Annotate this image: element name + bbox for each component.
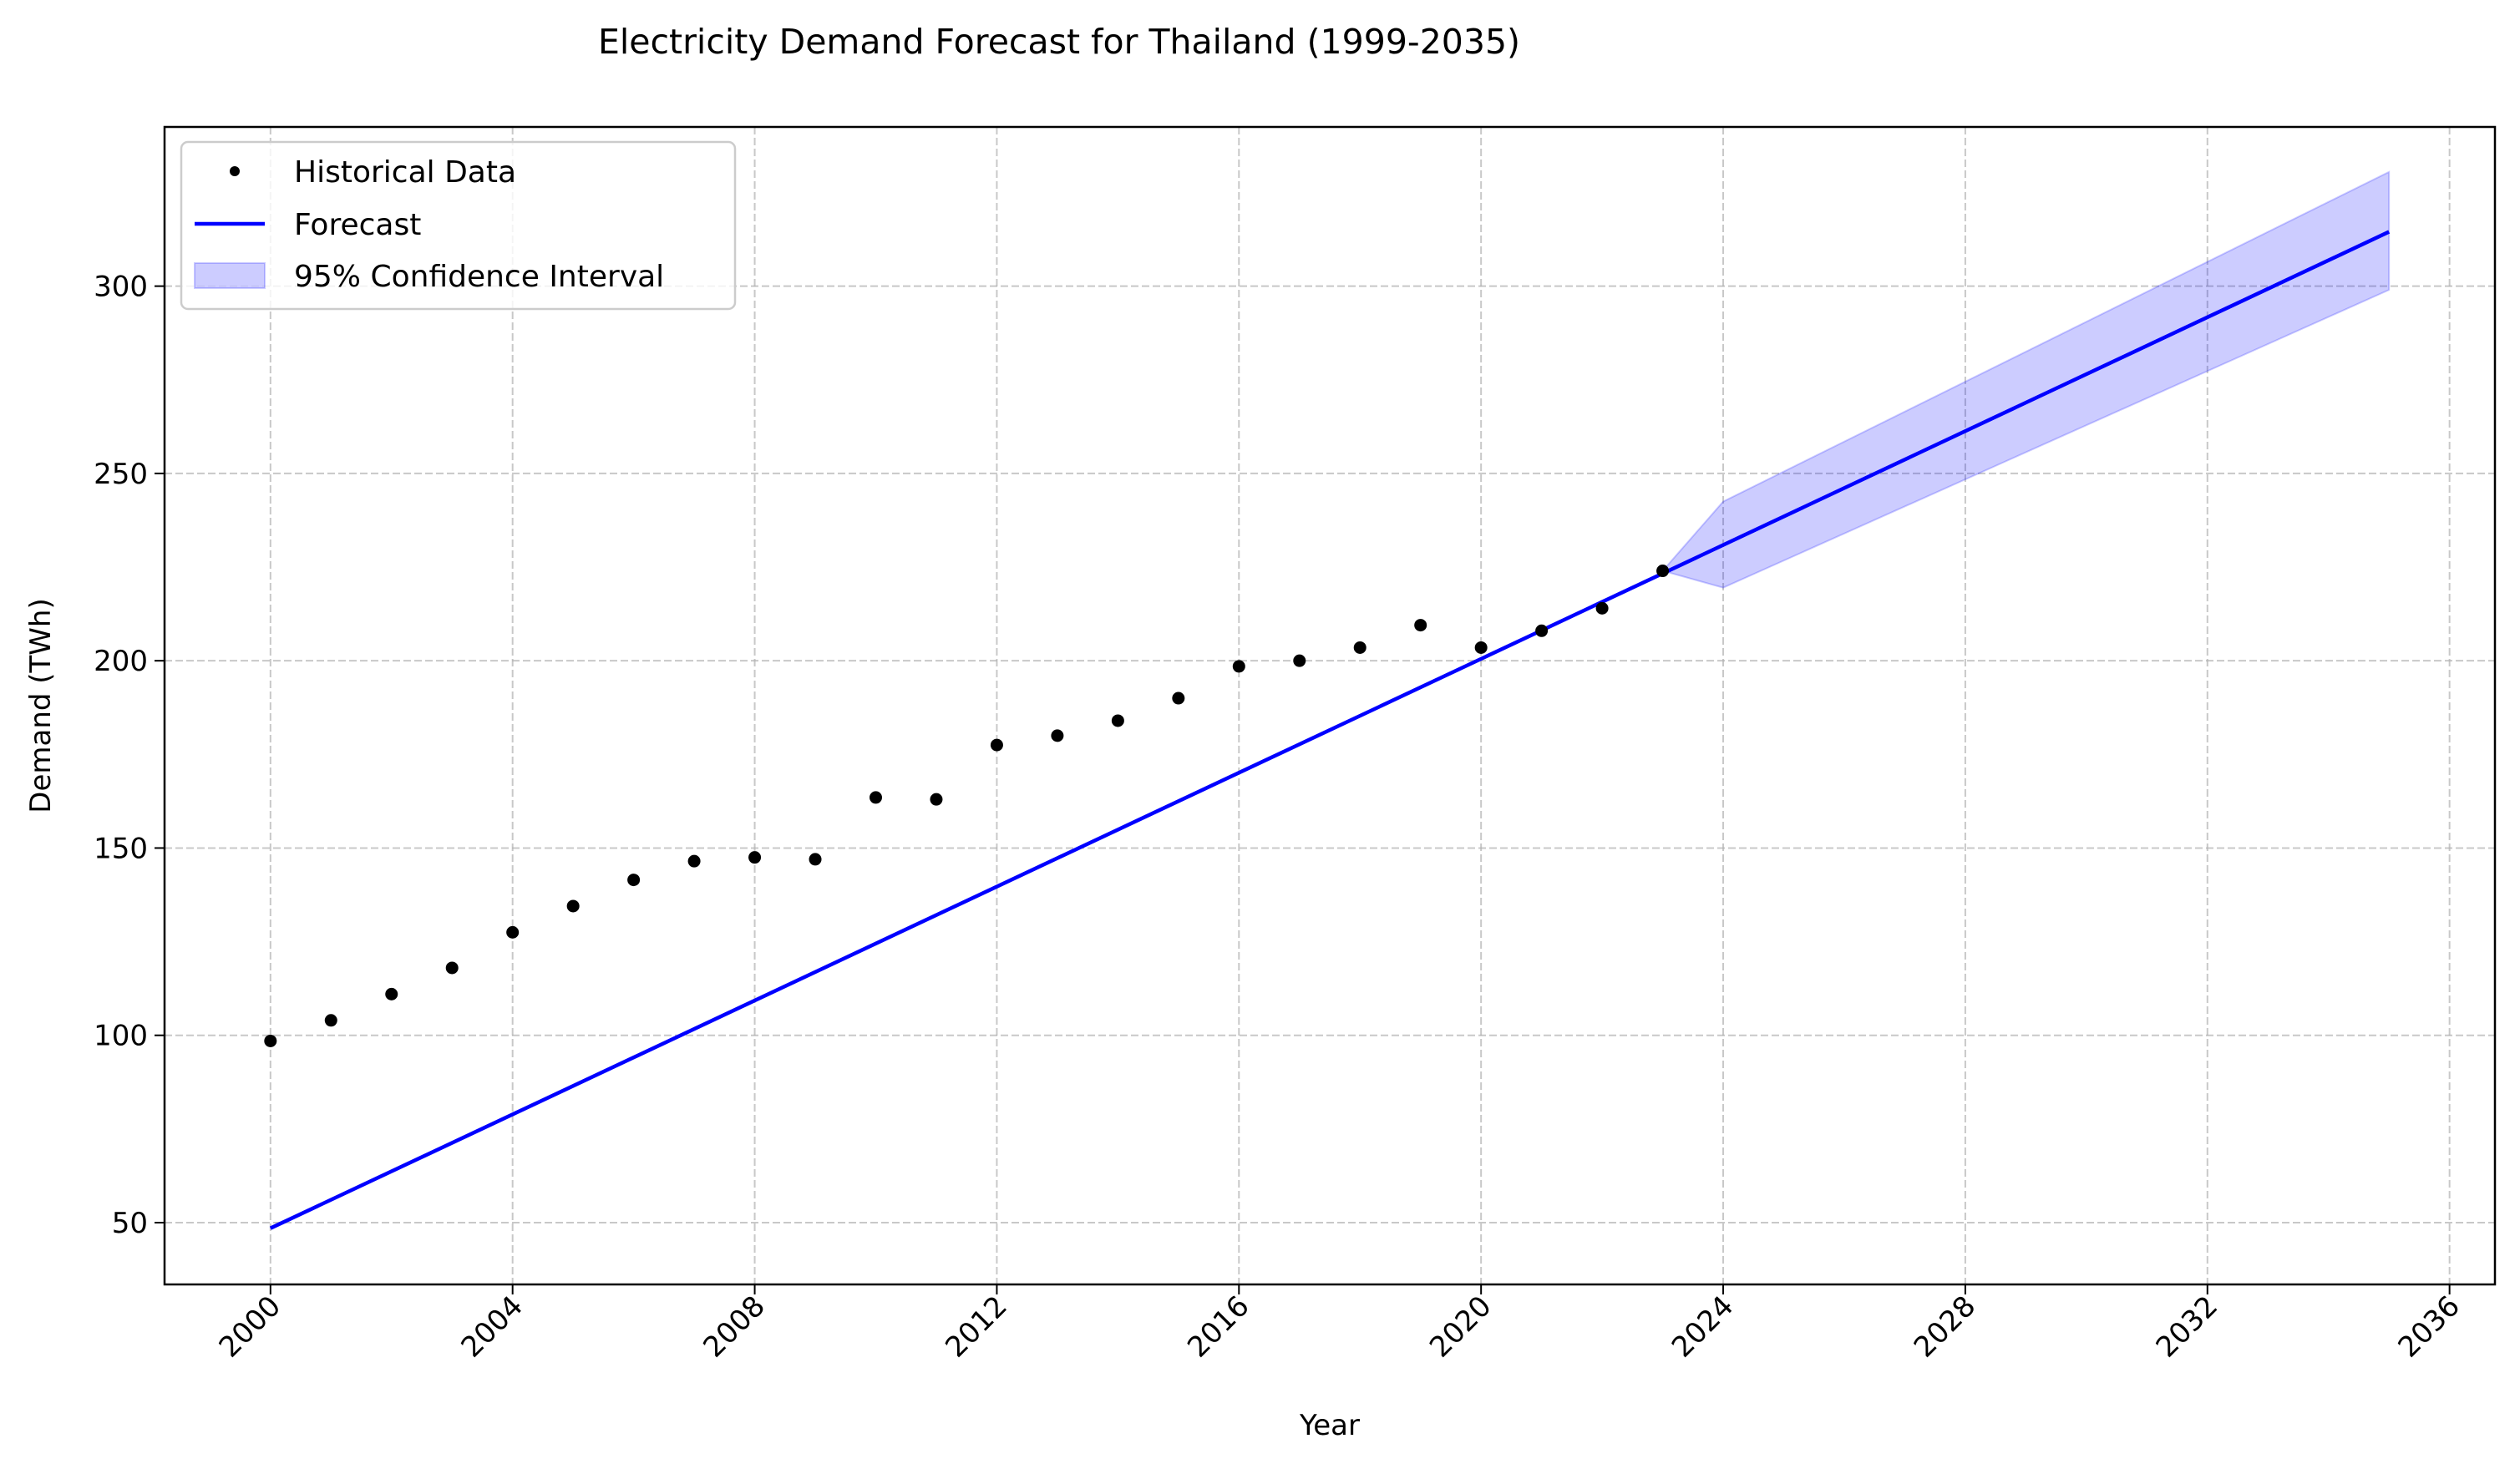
historical-points-layer — [264, 565, 1670, 1047]
y-tick-label: 50 — [112, 1207, 148, 1240]
historical-point — [1535, 624, 1549, 637]
forecast-line-layer — [269, 230, 2391, 1230]
historical-point — [566, 899, 580, 913]
historical-point — [1293, 654, 1306, 667]
confidence-band-layer — [1661, 170, 2391, 589]
legend-label-confidence: 95% Confidence Interval — [294, 260, 664, 294]
y-tick-label: 150 — [94, 832, 148, 865]
historical-point — [990, 738, 1003, 752]
y-axis-ticks: 50 100 150 200 250 300 — [94, 271, 165, 1240]
historical-point — [1414, 619, 1427, 632]
historical-point — [264, 1034, 277, 1047]
historical-point — [627, 874, 641, 887]
historical-point — [324, 1014, 337, 1027]
historical-point — [1595, 601, 1609, 615]
y-tick-label: 250 — [94, 458, 148, 491]
y-axis-title: Demand (TWh) — [24, 598, 58, 813]
x-axis-title: Year — [1299, 1409, 1360, 1442]
legend-box — [180, 140, 737, 311]
historical-point — [1474, 641, 1488, 654]
historical-point — [1051, 729, 1064, 742]
historical-point — [1232, 660, 1245, 673]
chart-title: Electricity Demand Forecast for Thailand… — [598, 22, 1520, 62]
legend-label-historical: Historical Data — [294, 155, 516, 190]
y-tick-label: 100 — [94, 1020, 148, 1053]
historical-point — [687, 854, 701, 868]
historical-point — [869, 791, 882, 804]
historical-point — [1353, 641, 1366, 654]
historical-point — [1111, 714, 1124, 727]
historical-point — [1172, 691, 1185, 705]
y-tick-label: 300 — [94, 271, 148, 304]
historical-point — [1656, 565, 1670, 578]
legend-marker-confidence — [194, 262, 266, 289]
historical-point — [445, 961, 459, 975]
historical-point — [930, 793, 943, 806]
legend: Historical Data Forecast 95% Confidence … — [180, 140, 737, 311]
grid-lines — [165, 127, 2495, 1284]
forecast-line — [269, 230, 2391, 1230]
legend-marker-historical — [230, 166, 240, 176]
legend-label-forecast: Forecast — [294, 208, 421, 242]
plot-area-frame — [163, 125, 2497, 1286]
historical-point — [809, 853, 822, 866]
y-tick-label: 200 — [94, 645, 148, 678]
historical-point — [385, 987, 398, 1000]
historical-point — [506, 925, 520, 939]
confidence-band — [1661, 170, 2391, 589]
historical-point — [748, 851, 762, 864]
